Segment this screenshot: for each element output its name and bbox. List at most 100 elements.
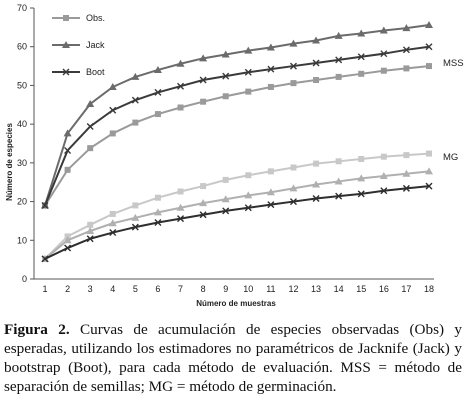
data-point-x (86, 122, 94, 130)
data-point-triangle (108, 82, 117, 90)
x-tick-label: 15 (356, 284, 366, 294)
legend-item: Boot (52, 67, 105, 77)
series-mss-jack (41, 21, 433, 209)
y-tick-label: 0 (22, 274, 27, 284)
data-point-square (132, 202, 139, 209)
data-point-triangle (425, 21, 433, 29)
figure-caption: Figura 2. Curvas de acumulación de espec… (4, 320, 462, 396)
data-point-triangle (63, 129, 72, 137)
data-point-square (426, 63, 432, 70)
data-point-square (154, 194, 161, 201)
series-mss-obs (42, 63, 432, 209)
data-point-x (41, 201, 49, 209)
series-mss-boot (41, 43, 433, 209)
data-point-x (154, 218, 162, 226)
data-point-x (131, 96, 139, 104)
series-line (44, 170, 430, 260)
legend-item: Jack (52, 40, 105, 50)
data-point-triangle (312, 36, 321, 44)
data-point-x (64, 146, 72, 154)
data-point-x (154, 88, 162, 96)
x-tick-label: 8 (201, 284, 206, 294)
data-point-triangle (266, 43, 275, 51)
data-point-x (380, 187, 388, 195)
y-tick-label: 20 (17, 197, 27, 207)
data-point-square (222, 176, 229, 183)
x-tick-label: 11 (266, 284, 275, 294)
data-point-x (267, 65, 275, 73)
x-tick-label: 7 (178, 284, 183, 294)
data-point-square (335, 158, 342, 165)
data-point-x (177, 215, 185, 223)
data-point-x (357, 190, 365, 198)
x-tick-label: 17 (401, 284, 411, 294)
data-point-triangle (402, 169, 411, 177)
legend-marker-square (63, 15, 69, 21)
data-point-triangle (312, 180, 321, 188)
data-point-square (267, 168, 274, 175)
data-point-x (335, 192, 343, 200)
x-tick-label: 12 (288, 284, 298, 294)
data-point-triangle (289, 39, 298, 47)
data-point-x (109, 106, 117, 114)
group-label-mss: MSS (443, 58, 464, 69)
data-point-triangle (153, 65, 162, 73)
data-point-square (87, 221, 94, 228)
x-tick-label: 1 (42, 284, 47, 294)
series-mg-obs (42, 150, 432, 262)
data-point-triangle (402, 24, 411, 32)
x-axis-title: Número de muestras (196, 299, 276, 308)
x-tick-label: 4 (110, 284, 115, 294)
data-point-x (335, 56, 343, 64)
x-tick-label: 6 (155, 284, 160, 294)
data-point-triangle (357, 174, 366, 182)
data-point-square (313, 160, 320, 167)
data-point-triangle (357, 29, 366, 37)
data-point-square (245, 88, 252, 95)
data-point-square (313, 77, 320, 84)
data-point-square (290, 164, 297, 171)
data-point-triangle (379, 172, 388, 180)
data-point-square (109, 130, 116, 137)
data-point-x (199, 211, 207, 219)
y-axis-title: Número de especies (5, 123, 14, 201)
x-tick-label: 13 (311, 284, 321, 294)
data-point-triangle (199, 54, 208, 62)
data-point-x (402, 46, 410, 54)
series-line (44, 45, 430, 206)
series-line (44, 152, 430, 260)
data-point-square (403, 65, 410, 72)
x-tick-label: 3 (88, 284, 93, 294)
x-tick-label: 10 (243, 284, 253, 294)
x-tick-label: 9 (223, 284, 228, 294)
data-point-square (380, 153, 387, 160)
series-line (44, 65, 430, 206)
data-point-square (200, 183, 207, 190)
data-point-square (335, 73, 342, 80)
data-point-square (358, 70, 365, 77)
data-point-square (245, 172, 252, 179)
data-point-square (154, 111, 161, 118)
data-point-triangle (244, 46, 253, 54)
data-point-x (425, 182, 433, 190)
data-point-square (222, 93, 229, 100)
data-point-x (86, 235, 94, 243)
data-point-x (64, 244, 72, 252)
data-point-x (244, 68, 252, 76)
legend-label: Jack (86, 40, 105, 50)
data-point-triangle (289, 184, 298, 192)
series-mg-boot (41, 182, 433, 263)
caption-text: Curvas de acumulación de especies observ… (4, 321, 463, 395)
data-point-triangle (86, 226, 95, 234)
data-point-square (64, 166, 71, 173)
series-mg-jack (41, 167, 433, 262)
data-point-x (199, 76, 207, 84)
caption-label: Figura 2. (4, 321, 70, 338)
y-tick-label: 60 (17, 42, 27, 52)
data-point-square (109, 210, 116, 217)
data-point-square (132, 119, 139, 126)
data-point-x (357, 53, 365, 61)
data-point-triangle (221, 195, 230, 203)
x-tick-label: 14 (334, 284, 344, 294)
data-point-square (267, 83, 274, 90)
